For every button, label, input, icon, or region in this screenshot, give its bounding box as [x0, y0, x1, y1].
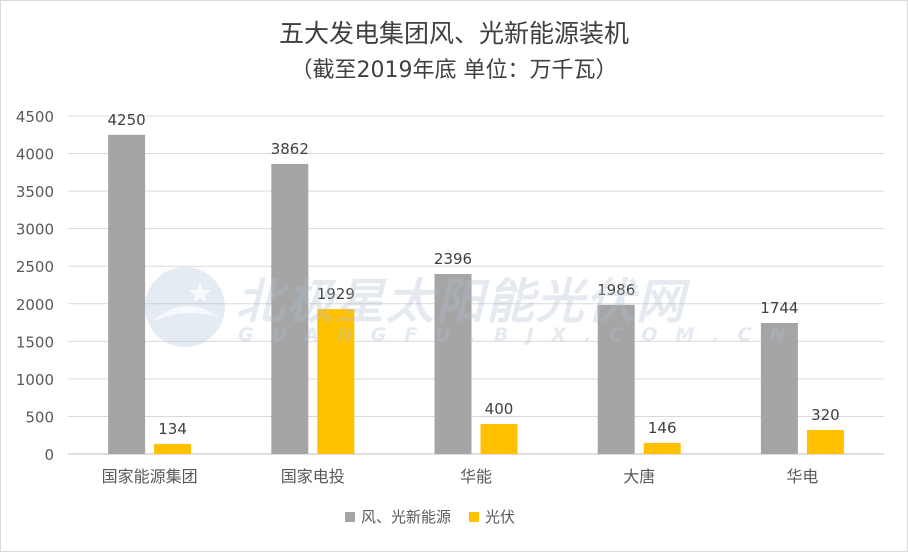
legend-label: 光伏	[485, 508, 515, 526]
data-label: 400	[485, 400, 514, 418]
legend-label: 风、光新能源	[361, 508, 451, 526]
y-tick-label: 1500	[16, 333, 54, 351]
bar	[806, 429, 844, 454]
watermark-subtext: GUANGFU.BJX.COM.CN	[238, 324, 804, 346]
bar	[597, 304, 635, 454]
x-tick-label: 华能	[460, 467, 492, 486]
data-label: 2396	[434, 250, 472, 268]
y-tick-label: 500	[25, 408, 54, 426]
bar	[154, 443, 192, 454]
y-tick-label: 3500	[16, 183, 54, 201]
y-tick-label: 4000	[16, 146, 54, 164]
x-tick-label: 国家电投	[281, 467, 345, 486]
y-tick-label: 0	[44, 446, 54, 464]
legend-swatch	[469, 512, 479, 522]
bar	[271, 163, 309, 454]
y-tick-label: 4500	[16, 108, 54, 126]
data-label: 320	[811, 406, 840, 424]
data-label: 1744	[760, 299, 798, 317]
bar	[480, 423, 518, 454]
bar	[434, 274, 472, 454]
chart-title: 五大发电集团风、光新能源装机	[278, 19, 629, 48]
y-tick-label: 3000	[16, 221, 54, 239]
y-tick-label: 2500	[16, 258, 54, 276]
data-label: 3862	[271, 140, 309, 158]
y-tick-label: 2000	[16, 296, 54, 314]
bar	[760, 323, 798, 454]
data-label: 134	[158, 420, 187, 438]
watermark-logo-icon	[145, 267, 225, 347]
chart-subtitle: （截至2019年底 单位：万千瓦）	[290, 58, 618, 83]
data-label: 4250	[108, 111, 146, 129]
y-tick-label: 1000	[16, 371, 54, 389]
x-tick-label: 大唐	[623, 467, 655, 486]
legend-swatch	[345, 512, 355, 522]
x-tick-label: 华电	[786, 467, 818, 486]
watermark-text: 北极星太阳能光伏网	[236, 274, 687, 330]
bar	[317, 309, 355, 454]
bar	[643, 443, 681, 454]
data-label: 1929	[317, 285, 355, 303]
data-label: 146	[648, 419, 677, 437]
bar	[108, 134, 146, 454]
x-tick-label: 国家能源集团	[102, 467, 198, 486]
data-label: 1986	[597, 281, 635, 299]
